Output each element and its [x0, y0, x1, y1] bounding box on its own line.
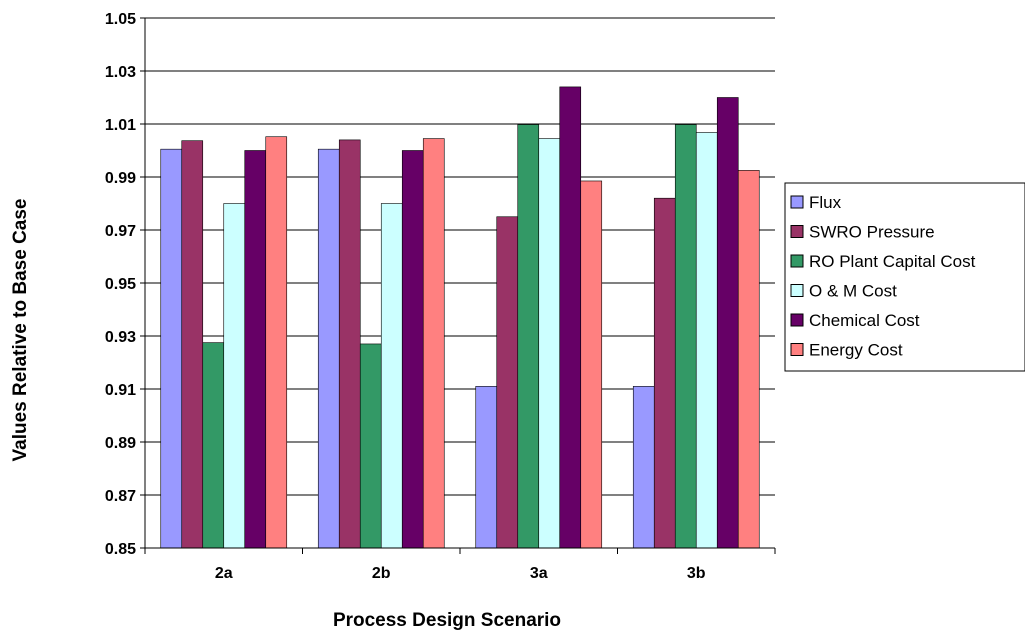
y-tick-label: 0.97: [105, 223, 136, 240]
bar-o-m-cost-3b: [695, 132, 718, 549]
bar-o-m-cost-3a: [538, 138, 561, 549]
y-tick-label: 0.89: [105, 435, 136, 452]
legend-box: [784, 182, 1025, 372]
y-tick-labels: 0.85 0.87 0.89 0.91 0.93 0.95 0.97 0.99 1.01 1.03…: [105, 11, 136, 558]
legend-swatch: [790, 313, 804, 327]
legend-swatch: [790, 284, 804, 297]
x-tick-labels: 2a 2b 3a 3b: [215, 565, 706, 582]
legend-swatch: [790, 343, 804, 356]
bar-ro-plant-capital-cost-2a: [202, 342, 225, 549]
bar-ro-plant-capital-cost-2b: [359, 343, 382, 549]
bar-flux-2b: [317, 148, 340, 549]
axes: [140, 17, 776, 554]
bar-ro-plant-capital-cost-3a: [517, 124, 540, 549]
bars: [160, 86, 760, 549]
legend-swatch: [790, 225, 804, 238]
x-tick-label: 3a: [530, 565, 548, 582]
bar-o-m-cost-2a: [223, 203, 246, 549]
bar-flux-3a: [475, 386, 498, 549]
bar-chemical-cost-2b: [401, 150, 424, 549]
bar-flux-2a: [160, 148, 183, 549]
bar-swro-pressure-2a: [181, 140, 204, 549]
bar-energy-cost-3a: [580, 180, 603, 549]
y-tick-label: 0.99: [105, 170, 136, 187]
bar-o-m-cost-2b: [380, 203, 403, 549]
legend-swatch: [790, 195, 804, 209]
bar-swro-pressure-2b: [338, 139, 361, 549]
x-axis-title: Process Design Scenario: [333, 610, 561, 631]
bar-chemical-cost-3a: [559, 86, 582, 549]
y-tick-label: 1.01: [105, 117, 136, 134]
y-tick-label: 1.05: [105, 11, 136, 28]
y-tick-label: 0.85: [105, 541, 136, 558]
bar-chemical-cost-2a: [244, 150, 267, 549]
bar-ro-plant-capital-cost-3b: [674, 124, 697, 549]
y-tick-label: 0.91: [105, 382, 136, 399]
legend-label: O & M Cost: [809, 282, 897, 301]
legend-label: Energy Cost: [809, 341, 903, 360]
bar-chemical-cost-3b: [716, 97, 739, 549]
y-tick-label: 0.93: [105, 329, 136, 346]
bar-swro-pressure-3a: [496, 216, 519, 549]
x-tick-label: 2b: [372, 565, 391, 582]
bar-swro-pressure-3b: [653, 197, 676, 549]
legend-label: Flux: [809, 193, 842, 212]
y-tick-label: 1.03: [105, 64, 136, 81]
legend: Flux SWRO Pressure RO Plant Capital Cost O …: [784, 182, 1025, 372]
bar-flux-3b: [632, 386, 655, 549]
y-tick-label: 0.87: [105, 488, 136, 505]
y-axis-title: Values Relative to Base Case: [10, 199, 31, 462]
y-tick-label: 0.95: [105, 276, 136, 293]
legend-label: SWRO Pressure: [809, 223, 935, 242]
legend-swatch: [790, 254, 804, 268]
bar-energy-cost-2b: [422, 138, 445, 549]
legend-label: Chemical Cost: [809, 311, 920, 330]
x-tick-label: 3b: [687, 565, 706, 582]
legend-label: RO Plant Capital Cost: [809, 252, 976, 271]
x-tick-label: 2a: [215, 565, 233, 582]
bar-energy-cost-2a: [265, 136, 288, 549]
bar-energy-cost-3b: [737, 170, 760, 549]
